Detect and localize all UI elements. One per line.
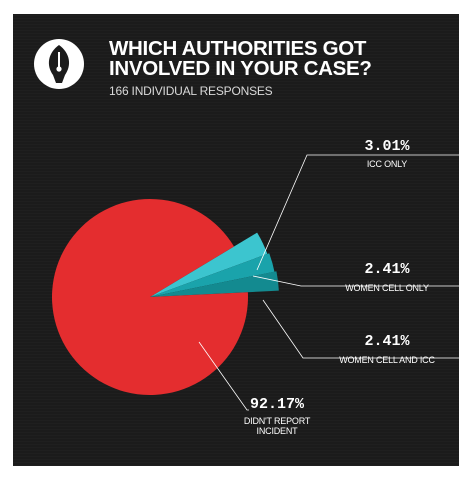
slice-percent-0: 3.01% — [364, 138, 410, 155]
pie-slice-2 — [150, 271, 279, 297]
chart-title: WHICH AUTHORITIES GOT INVOLVED IN YOUR C… — [109, 37, 429, 80]
leader-lines — [198, 154, 459, 411]
slice-percent-1: 2.41% — [364, 261, 410, 278]
leader-line-2 — [262, 299, 459, 359]
leader-line-0 — [256, 154, 459, 271]
slice-percent-2: 2.41% — [364, 333, 410, 350]
pie-slice-0 — [150, 232, 268, 297]
slice-labels: 3.01% ICC ONLY 2.41% WOMEN CELL ONLY 2.41% WO… — [244, 138, 436, 436]
pie-slices — [51, 199, 279, 395]
pie-slice-1 — [150, 253, 275, 297]
chart-subtitle: 166 INDIVIDUAL RESPONSES — [109, 84, 273, 98]
chart-title-line-1: WHICH AUTHORITIES GOT — [109, 37, 367, 60]
slice-label-1: WOMEN CELL ONLY — [345, 283, 429, 293]
pie-slice-3 — [51, 199, 249, 395]
slice-label-3-line-0: DIDN'T REPORT — [244, 416, 311, 426]
infographic-card: WHICH AUTHORITIES GOT INVOLVED IN YOUR C… — [13, 14, 459, 466]
slice-label-3-line-1: INCIDENT — [257, 426, 299, 436]
slice-percent-3: 92.17% — [250, 396, 305, 413]
slice-label-2: WOMEN CELL AND ICC — [339, 355, 435, 365]
pie-chart: 3.01% ICC ONLY 2.41% WOMEN CELL ONLY 2.41% WO… — [51, 138, 459, 436]
slice-label-0: ICC ONLY — [367, 159, 407, 169]
chart-title-line-2: INVOLVED IN YOUR CASE? — [109, 57, 372, 80]
leader-line-3 — [198, 341, 249, 411]
pen-nib-logo-icon — [34, 39, 84, 89]
leader-line-1 — [252, 275, 459, 287]
